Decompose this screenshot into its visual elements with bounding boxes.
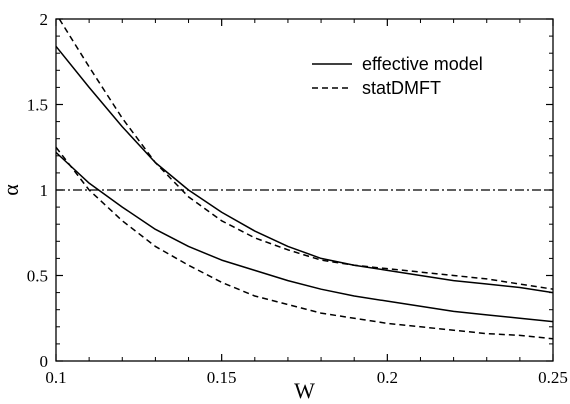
x-tick-label: 0.1 [45, 368, 66, 387]
y-tick-label: 1.5 [27, 96, 48, 115]
x-tick-label: 0.25 [538, 368, 568, 387]
x-tick-label: 0.15 [207, 368, 237, 387]
y-axis-label: α [0, 184, 23, 196]
legend: effective model statDMFT [312, 54, 483, 98]
y-tick-label: 2 [40, 10, 49, 29]
series-line-statdmft-3 [56, 147, 553, 339]
legend-label-statdmft: statDMFT [362, 78, 441, 98]
x-tick-label: 0.2 [377, 368, 398, 387]
y-tick-label: 1 [40, 181, 49, 200]
x-axis-label: W [294, 378, 315, 403]
legend-label-effective-model: effective model [362, 54, 483, 74]
y-tick-label: 0 [40, 352, 49, 371]
series-line-effective-model-2 [56, 152, 553, 321]
tick-labels-group: 0.1 0.15 0.2 0.25 0 0.5 1 1.5 2 [27, 10, 568, 387]
y-tick-label: 0.5 [27, 267, 48, 286]
